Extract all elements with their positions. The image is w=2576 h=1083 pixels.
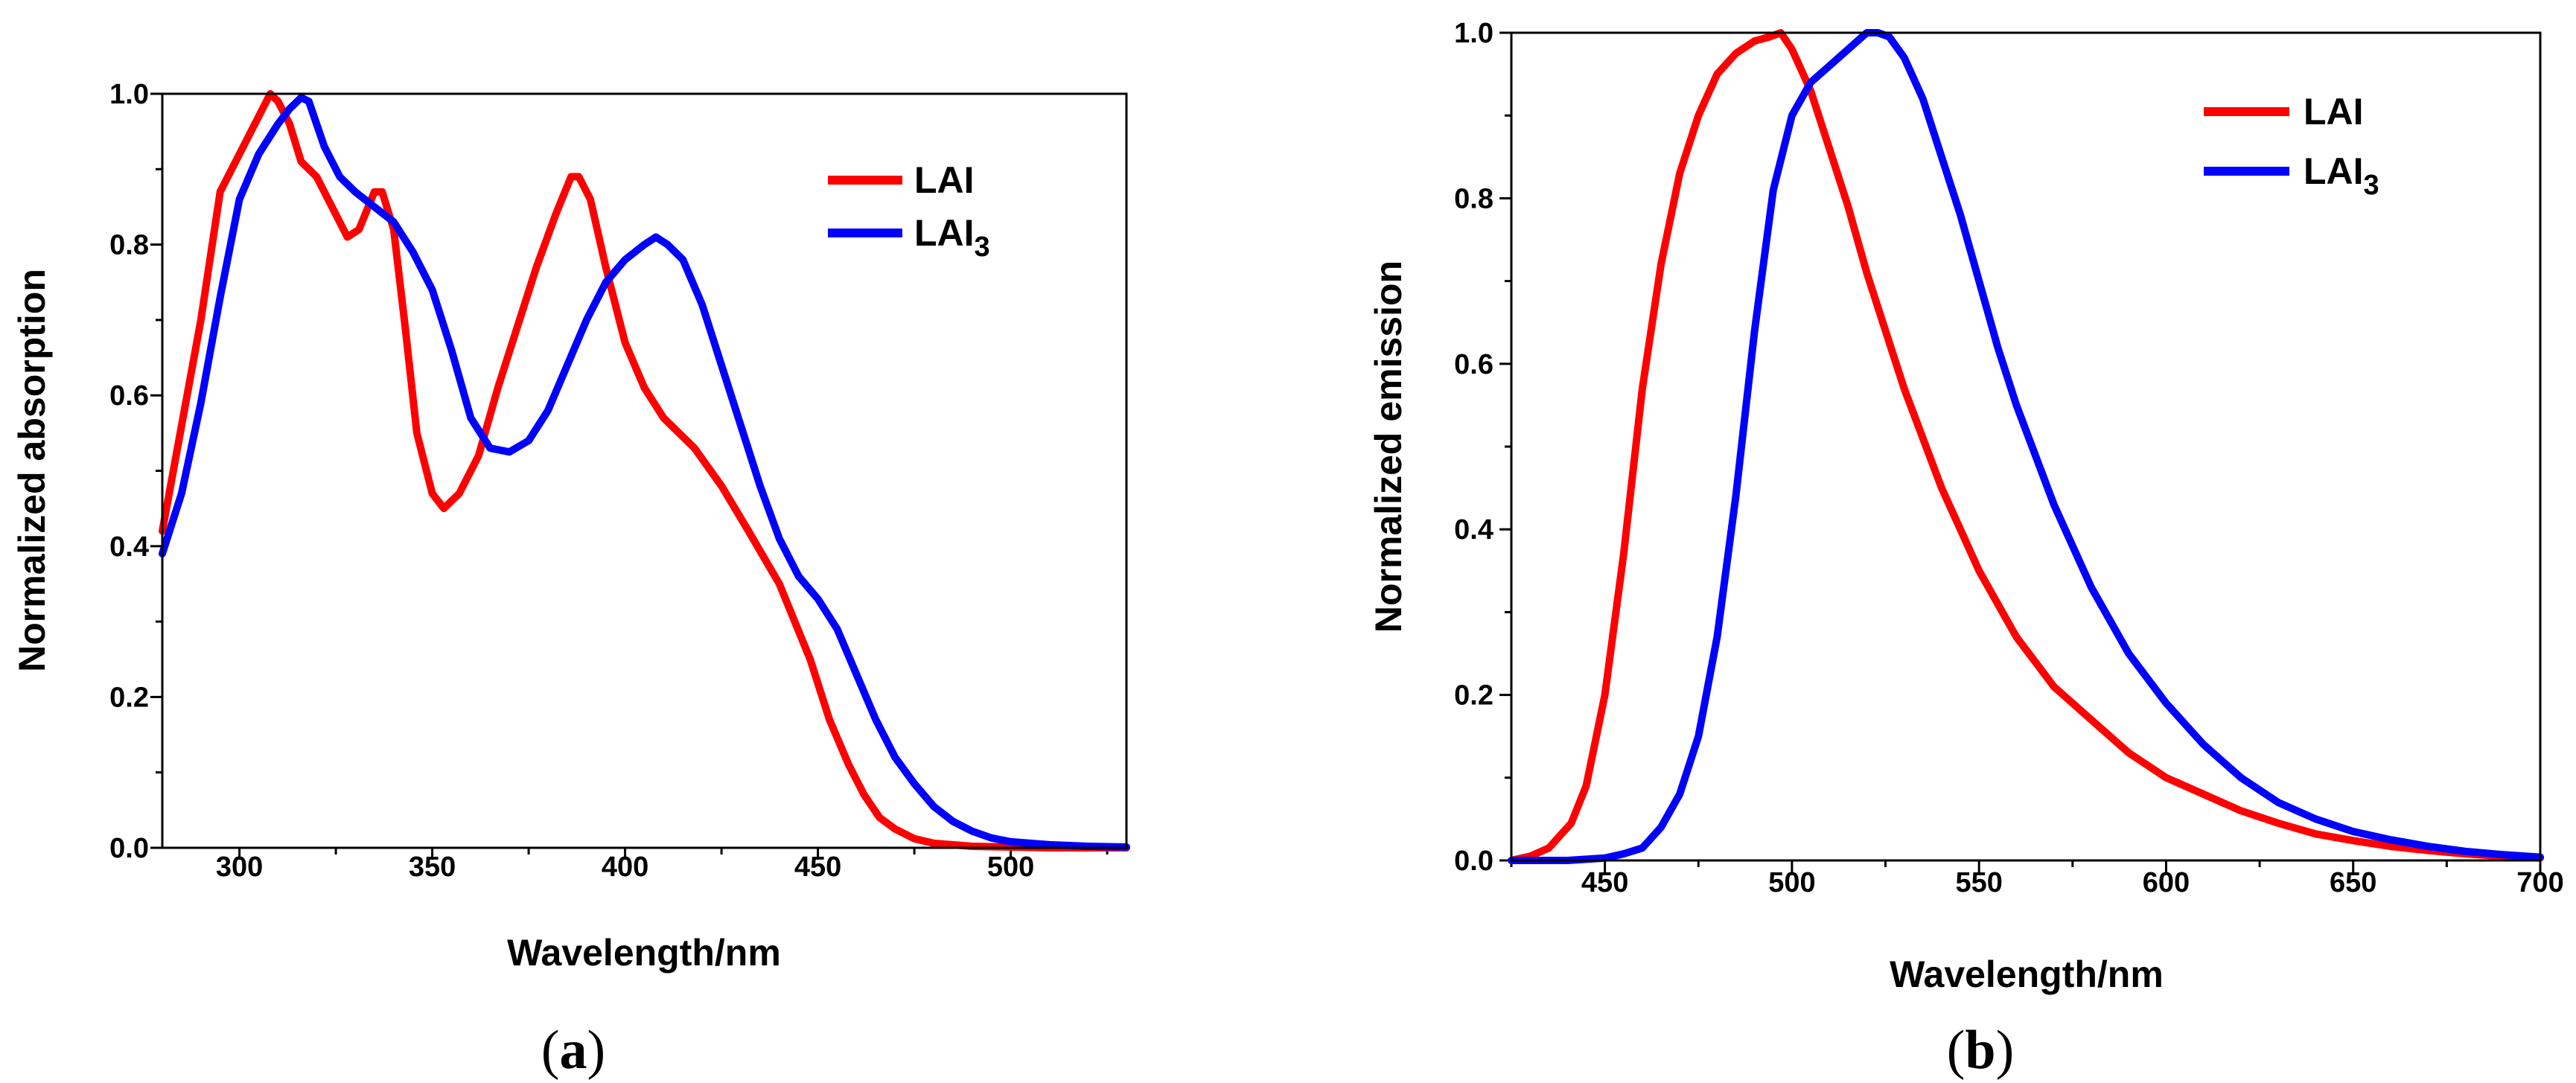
y-tick-label: 1.0 xyxy=(1454,18,1493,49)
panel-a-plot-frame xyxy=(161,92,1128,849)
panel-a-x-tick-labels: 300 350 400 450 500 xyxy=(216,852,1034,883)
panel-b-tick-marks xyxy=(1499,31,2542,872)
series-line-lai xyxy=(159,90,1130,852)
x-tick-label: 700 xyxy=(2516,867,2563,898)
x-tick-label: 500 xyxy=(1768,867,1815,898)
y-tick-label: 0.6 xyxy=(109,380,149,412)
x-tick-label: 650 xyxy=(2330,867,2376,898)
panel-b-legend: LAI LAI3 xyxy=(2204,91,2379,201)
series-line-lai3 xyxy=(159,94,1130,851)
y-tick-label: 0.2 xyxy=(109,682,149,713)
panel-b-caption: (b) xyxy=(1947,1020,2014,1081)
panel-a-caption: (a) xyxy=(541,1020,605,1081)
panel-b-y-tick-labels: 0.0 0.2 0.4 0.6 0.8 1.0 xyxy=(1454,18,1493,877)
y-tick-label: 0.8 xyxy=(1454,183,1493,214)
y-tick-label: 0.0 xyxy=(109,833,149,864)
legend-label-lai: LAI xyxy=(2304,91,2364,132)
x-tick-label: 500 xyxy=(987,852,1034,883)
legend-label-lai: LAI xyxy=(914,159,975,201)
panel-a-y-axis-title: Normalized absorption xyxy=(11,269,53,672)
panel-b-series-group xyxy=(1508,29,2544,864)
x-tick-label: 450 xyxy=(794,852,841,883)
panel-a-x-axis-title: Wavelength/nm xyxy=(507,932,781,974)
y-tick-label: 0.4 xyxy=(1454,514,1493,546)
x-tick-label: 300 xyxy=(216,852,263,883)
panel-b-y-axis-title: Normalized emission xyxy=(1368,261,1409,633)
series-line-lai3 xyxy=(1508,29,2544,864)
x-tick-label: 550 xyxy=(1955,867,2002,898)
y-tick-label: 1.0 xyxy=(109,79,149,110)
x-tick-label: 600 xyxy=(2143,867,2190,898)
x-tick-label: 400 xyxy=(602,852,648,883)
y-tick-label: 0.2 xyxy=(1454,680,1493,712)
y-tick-label: 0.4 xyxy=(109,531,149,563)
panel-a-series-group xyxy=(159,90,1130,852)
panel-b-x-axis-title: Wavelength/nm xyxy=(1890,953,2164,995)
panel-a-tick-marks xyxy=(150,92,1109,860)
series-line-lai xyxy=(1508,29,2544,864)
y-tick-label: 0.6 xyxy=(1454,349,1493,380)
panel-a-y-tick-labels: 0.0 0.2 0.4 0.6 0.8 1.0 xyxy=(109,79,149,864)
panel-b-emission-chart: 450 500 550 600 650 700 0.0 0.2 0.4 0.6 … xyxy=(1368,18,2564,1081)
x-tick-label: 450 xyxy=(1581,867,1628,898)
y-tick-label: 0.8 xyxy=(109,230,149,261)
panel-b-plot-frame xyxy=(1510,31,2542,862)
panel-a-absorption-chart: 300 350 400 450 500 0.0 0.2 0.4 0.6 0.8 … xyxy=(11,79,1130,1081)
y-tick-label: 0.0 xyxy=(1454,846,1493,877)
legend-label-lai3: LAI3 xyxy=(914,212,990,263)
panel-a-legend: LAI LAI3 xyxy=(828,159,990,263)
x-tick-label: 350 xyxy=(409,852,456,883)
legend-label-lai3: LAI3 xyxy=(2304,150,2379,201)
panel-b-x-tick-labels: 450 500 550 600 650 700 xyxy=(1581,867,2564,898)
